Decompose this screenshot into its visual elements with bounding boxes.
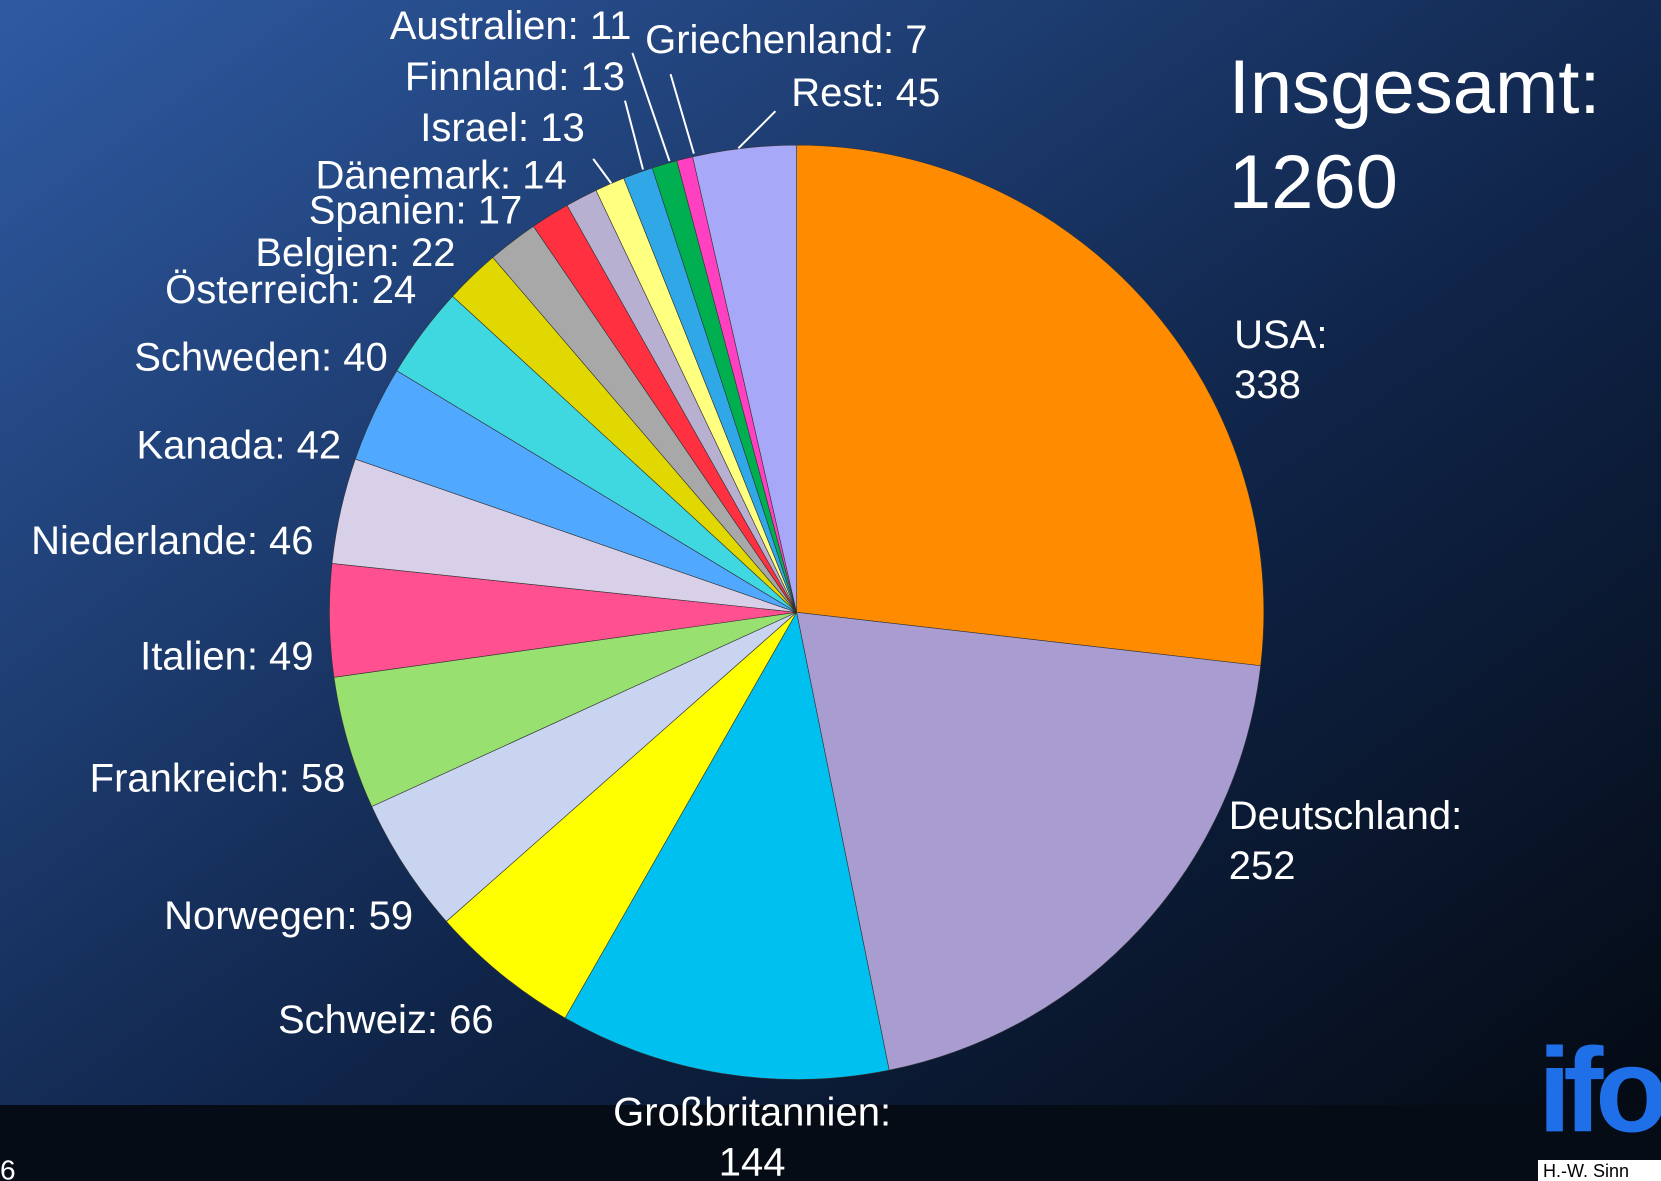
chart-title: Insgesamt: 1260 [1229, 45, 1601, 225]
slice-label: Schweden: 40 [134, 336, 388, 380]
slice-label: Norwegen: 59 [164, 894, 413, 938]
logo: ifo [1538, 1024, 1661, 1158]
slice-label: Israel: 13 [420, 106, 585, 150]
slice-label: USA: 338 [1234, 312, 1327, 406]
pie-slice [796, 144, 1265, 667]
pie-slice [796, 611, 1262, 1071]
leader-line [631, 52, 671, 162]
author-box [1538, 1160, 1661, 1181]
slice-label: Großbritannien: 144 [613, 1090, 891, 1181]
slice-label: Belgien: 22 [255, 231, 455, 275]
slice-label: Niederlande: 46 [31, 519, 313, 563]
pie-slice [564, 611, 890, 1080]
pie-slice [692, 144, 797, 613]
slice-label: Australien: 11 [390, 4, 632, 48]
slice-label: Kanada: 42 [136, 424, 341, 468]
slice-label: Spanien: 17 [309, 188, 523, 232]
slice-label: Schweiz: 66 [278, 998, 494, 1042]
footer-band [0, 1105, 1661, 1181]
page-number: 6 [0, 1154, 16, 1181]
leader-line [737, 110, 777, 150]
slice-label: Finnland: 13 [405, 55, 625, 99]
slice-label: Dänemark: 14 [315, 154, 566, 198]
slice-label: Österreich: 24 [165, 268, 416, 312]
slice-label: Italien: 49 [140, 634, 313, 678]
leader-line [669, 73, 695, 154]
author: H.-W. Sinn [1543, 1161, 1629, 1181]
leader-line [592, 158, 613, 184]
slice-label: Frankreich: 58 [90, 756, 346, 800]
leader-line [624, 100, 644, 170]
pie-slice [445, 612, 797, 1019]
slice-label: Deutschland: 252 [1229, 793, 1462, 887]
slice-label: Griechenland: 7 [645, 18, 927, 62]
slice-label: Rest: 45 [791, 71, 940, 115]
